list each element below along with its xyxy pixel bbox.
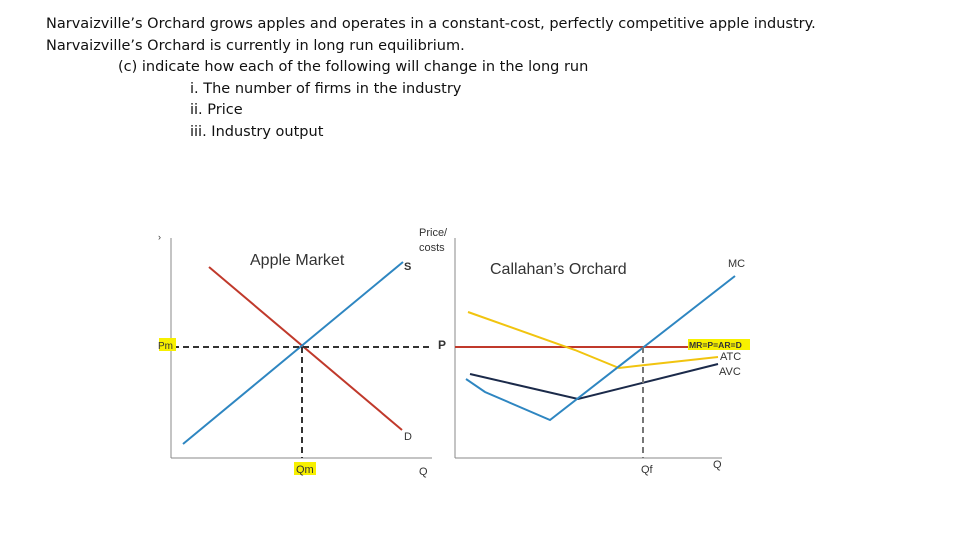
- firm-atc-curve: [467, 311, 719, 370]
- firm-atc-label: ATC: [720, 351, 741, 363]
- question-line-1: Narvaizville’s Orchard grows apples and …: [46, 16, 816, 32]
- question-item-i: i. The number of firms in the industry: [190, 80, 462, 97]
- market-quantity-label: Qm: [296, 464, 314, 476]
- question-item-iii: iii. Industry output: [190, 123, 324, 140]
- firm-mr-label: MR=P=AR=D: [689, 340, 742, 350]
- market-panel: › Apple Market Pm S D P Qm Q: [158, 232, 446, 478]
- firm-mr-highlight: [688, 339, 750, 350]
- firm-avc-label: AVC: [719, 366, 741, 378]
- market-demand-curve: [208, 266, 403, 431]
- market-supply-curve: [182, 261, 404, 445]
- question-part-c: (c) indicate how each of the following w…: [118, 59, 589, 75]
- market-demand-label: D: [404, 431, 412, 443]
- firm-y-axis-label-bottom: costs: [419, 242, 445, 254]
- firm-y-axis-label-top: Price/: [419, 227, 448, 239]
- firm-x-axis-label: Q: [713, 459, 722, 471]
- question-item-ii: ii. Price: [190, 102, 243, 118]
- market-price-level-label: P: [438, 338, 446, 352]
- market-supply-label: S: [404, 261, 411, 273]
- market-quantity-highlight: [294, 462, 316, 475]
- firm-quantity-label: Qf: [641, 464, 654, 476]
- firm-panel: Price/ costs Callahan’s Orchard MC MR=P=…: [419, 227, 750, 476]
- question-line-2: Narvaizville’s Orchard is currently in l…: [46, 37, 465, 54]
- market-x-axis-label: Q: [419, 466, 428, 478]
- market-axis-tick: ›: [158, 232, 161, 242]
- market-price-highlight: [159, 338, 176, 351]
- firm-mc-label: MC: [728, 258, 745, 270]
- firm-avc-curve: [469, 363, 719, 401]
- market-price-label: Pm: [158, 341, 173, 352]
- firm-title: Callahan’s Orchard: [490, 261, 627, 278]
- market-title: Apple Market: [250, 252, 345, 269]
- question-text: Narvaizville’s Orchard grows apples and …: [46, 14, 816, 143]
